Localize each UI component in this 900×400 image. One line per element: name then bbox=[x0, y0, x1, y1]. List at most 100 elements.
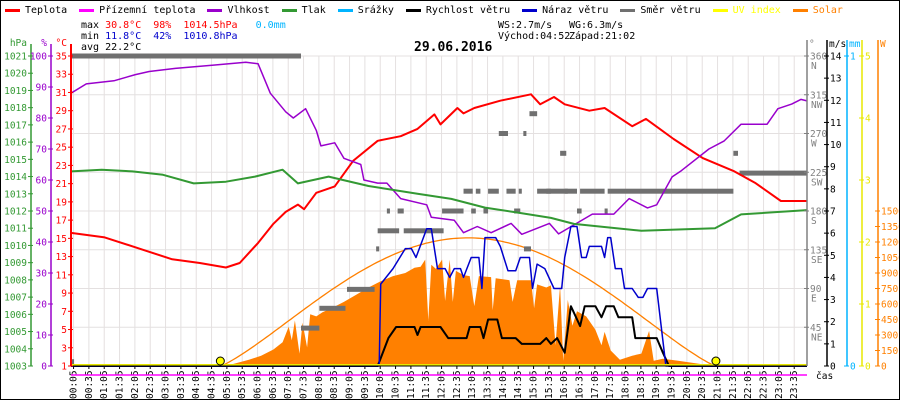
stats-min-row: min 11.8°C 42% 1010.8hPa bbox=[81, 31, 238, 42]
x-tick-label: 16:05 bbox=[559, 370, 570, 399]
wind-direction-mark bbox=[483, 208, 489, 214]
legend-label: Vlhkost bbox=[227, 4, 270, 16]
legend: Teplota Přízemní teplota Vlhkost Tlak Srážky… bbox=[5, 3, 855, 17]
rain-unit-label: mm bbox=[849, 39, 861, 50]
x-tick-label: 09:05 bbox=[345, 370, 356, 399]
chart-date-title: 29.06.2016 bbox=[414, 40, 493, 55]
uv-tick-label: 1 bbox=[865, 300, 871, 311]
legend-item: Solar bbox=[792, 5, 843, 16]
wind-direction-mark bbox=[442, 208, 464, 214]
x-tick-label: 06:05 bbox=[253, 370, 264, 399]
min-label: min bbox=[81, 31, 100, 42]
wind-speed-tick-label: 7 bbox=[830, 207, 836, 218]
solar-tick-label: 1050 bbox=[881, 253, 900, 264]
x-tick-label: 16:35 bbox=[575, 370, 586, 399]
wind-speed-tick-label: 11 bbox=[830, 118, 842, 129]
solar-tick-label: 450 bbox=[881, 315, 898, 326]
x-tick-label: 22:05 bbox=[743, 370, 754, 399]
x-tick-label: 02:35 bbox=[145, 370, 156, 399]
x-tick-label: 03:05 bbox=[161, 370, 172, 399]
humidity-tick-label: 10 bbox=[36, 331, 48, 342]
x-tick-label: 14:05 bbox=[498, 370, 509, 399]
x-tick-label: 07:05 bbox=[283, 370, 294, 399]
humidity-tick-label: 90 bbox=[36, 83, 48, 94]
clear-sky-solar-line bbox=[220, 237, 715, 367]
sunset-stat: Západ:21:02 bbox=[569, 31, 636, 42]
wind-speed-tick-label: 6 bbox=[830, 229, 836, 240]
uv-tick-label: 4 bbox=[865, 114, 871, 125]
max-label: max bbox=[81, 20, 100, 31]
solar-tick-label: 300 bbox=[881, 331, 898, 342]
uv-tick-label: 3 bbox=[865, 176, 871, 187]
humidity-tick-label: 50 bbox=[36, 207, 48, 218]
wind-direction-mark bbox=[733, 150, 738, 156]
legend-item: Tlak bbox=[281, 4, 326, 16]
direction-tick-label: 315 bbox=[810, 90, 827, 101]
wind-speed-tick-label: 8 bbox=[830, 184, 836, 195]
wind-direction-mark bbox=[386, 208, 390, 214]
wind-direction-mark bbox=[546, 188, 568, 194]
legend-swatch bbox=[79, 8, 95, 12]
humidity-tick-label: 20 bbox=[36, 300, 48, 311]
solar-tick-label: 1500 bbox=[881, 207, 900, 218]
wind-direction-mark bbox=[523, 131, 527, 136]
rain-tick-label: 0 bbox=[850, 362, 856, 373]
direction-compass-label: SE bbox=[811, 255, 823, 266]
legend-label: Teplota bbox=[25, 4, 68, 16]
max-pressure: 1014.5hPa bbox=[183, 20, 238, 31]
pressure-tick-label: 1007 bbox=[4, 293, 27, 304]
wind-direction-mark bbox=[475, 188, 481, 194]
pressure-tick-label: 1020 bbox=[4, 69, 27, 80]
direction-tick-label: 360 bbox=[810, 52, 827, 63]
stats-max-row: max 30.8°C 98% 1014.5hPa 0.0mm bbox=[81, 20, 286, 31]
wind-direction-mark bbox=[319, 305, 346, 311]
x-tick-label: 04:35 bbox=[207, 370, 218, 399]
humidity-tick-label: 100 bbox=[30, 52, 47, 63]
temperature-unit-label: °C bbox=[56, 38, 67, 49]
legend-swatch bbox=[405, 8, 421, 12]
solar-area bbox=[221, 259, 715, 366]
x-tick-label: 01:05 bbox=[99, 370, 110, 399]
series-line-rychlost-v-tru bbox=[71, 305, 807, 367]
x-tick-label: 13:05 bbox=[467, 370, 478, 399]
x-tick-label: 13:35 bbox=[483, 370, 494, 399]
x-tick-label: 11:35 bbox=[421, 370, 432, 399]
humidity-unit-label: % bbox=[41, 38, 47, 49]
legend-label: Srážky bbox=[357, 4, 394, 16]
temperature-tick-label: 17 bbox=[56, 216, 67, 227]
x-tick-label: 01:35 bbox=[115, 370, 126, 399]
x-tick-label: 09:35 bbox=[360, 370, 371, 399]
temperature-tick-label: 5 bbox=[61, 325, 67, 336]
wind-direction-mark bbox=[506, 188, 516, 194]
direction-compass-label: NE bbox=[811, 332, 823, 343]
solar-tick-label: 1350 bbox=[881, 222, 900, 233]
x-tick-label: 06:35 bbox=[268, 370, 279, 399]
wind-direction-mark bbox=[518, 188, 522, 194]
legend-label: Směr větru bbox=[640, 4, 701, 16]
legend-item: Přízemní teplota bbox=[79, 5, 195, 16]
wind-direction-mark bbox=[514, 208, 521, 214]
direction-compass-label: E bbox=[811, 294, 817, 305]
legend-label: Tlak bbox=[301, 4, 326, 16]
temperature-tick-label: 15 bbox=[56, 234, 67, 245]
wind-speed-tick-label: 12 bbox=[830, 96, 841, 107]
humidity-tick-label: 60 bbox=[36, 176, 48, 187]
direction-compass-label: N bbox=[811, 61, 817, 72]
humidity-tick-label: 70 bbox=[36, 145, 48, 156]
legend-swatch bbox=[712, 8, 728, 12]
wind-speed-tick-label: 4 bbox=[830, 273, 836, 284]
max-temp: 30.8°C bbox=[105, 20, 142, 31]
series-line-tlak bbox=[70, 168, 808, 232]
pressure-tick-label: 1017 bbox=[4, 120, 27, 131]
wind-direction-mark bbox=[471, 208, 476, 214]
legend-item: Směr větru bbox=[620, 4, 701, 16]
x-tick-label: 05:05 bbox=[222, 370, 233, 399]
x-tick-label: 20:05 bbox=[682, 370, 693, 399]
min-temp: 11.8°C bbox=[105, 31, 142, 42]
sun-marker bbox=[711, 356, 721, 366]
humidity-tick-label: 80 bbox=[36, 114, 48, 125]
wind-direction-mark bbox=[523, 246, 531, 252]
humidity-tick-label: 40 bbox=[36, 238, 48, 249]
x-tick-label: 23:05 bbox=[774, 370, 785, 399]
pressure-tick-label: 1011 bbox=[4, 224, 27, 235]
